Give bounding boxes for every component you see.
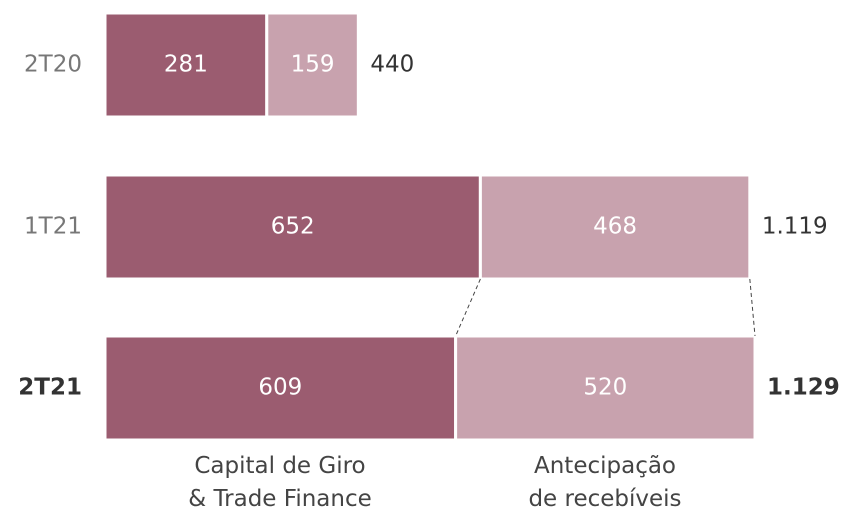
total-label: 1.119 bbox=[762, 214, 828, 240]
total-label: 440 bbox=[370, 52, 414, 78]
bar-segment bbox=[103, 11, 269, 119]
category-label: 2T21 bbox=[18, 375, 82, 401]
category-label: 2T20 bbox=[24, 52, 82, 78]
value-label: 520 bbox=[583, 375, 627, 401]
value-label: 281 bbox=[164, 52, 208, 78]
value-label: 468 bbox=[593, 214, 637, 240]
legend-label: Capital de Giro & Trade Finance bbox=[188, 453, 372, 512]
bar-segment bbox=[265, 11, 360, 119]
category-label: 1T21 bbox=[24, 214, 82, 240]
bar-segment bbox=[103, 173, 482, 281]
bar-segment bbox=[454, 334, 757, 442]
legend-label: Antecipação de recebíveis bbox=[528, 453, 682, 512]
connector bbox=[749, 278, 756, 337]
total-label: 1.129 bbox=[767, 375, 840, 401]
bar-segment bbox=[103, 334, 458, 442]
value-label: 609 bbox=[258, 375, 302, 401]
value-label: 159 bbox=[291, 52, 335, 78]
value-label: 652 bbox=[271, 214, 315, 240]
connector bbox=[455, 278, 481, 337]
bar-segment bbox=[478, 173, 752, 281]
